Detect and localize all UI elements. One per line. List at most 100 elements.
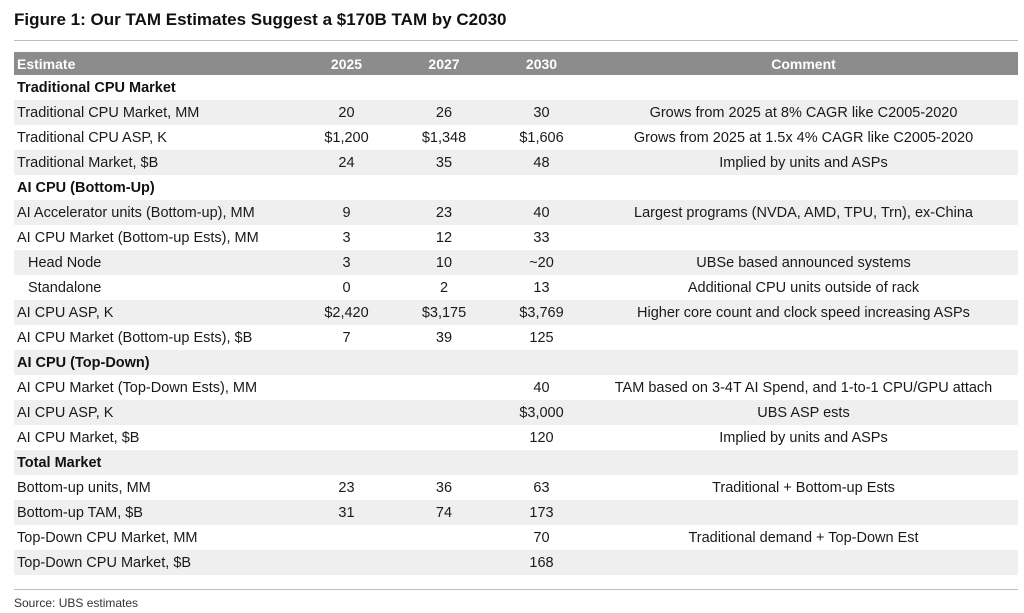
table-row: Top-Down CPU Market, MM 70 Traditional dem… [14, 525, 1018, 550]
section-heading: Total Market [17, 454, 102, 471]
estimate-cell: AI CPU Market (Top-Down Ests), MM [17, 379, 258, 396]
section-row: AI CPU (Bottom-Up) [14, 175, 1018, 200]
estimate-cell: Head Node [28, 254, 102, 271]
estimate-cell: AI CPU Market (Bottom-up Ests), $B [17, 329, 253, 346]
value-2025-cell: 3 [342, 229, 351, 246]
value-2025-cell [299, 400, 394, 425]
value-2030-cell: $3,000 [519, 404, 564, 421]
estimate-cell: AI CPU ASP, K [17, 404, 114, 421]
value-2025-cell: 20 [338, 104, 355, 121]
comment-cell: Traditional demand + Top-Down Est [688, 529, 919, 546]
table-row: AI CPU ASP, K $2,420 $3,175 $3,769 Higher co… [14, 300, 1018, 325]
section-row: AI CPU (Top-Down) [14, 350, 1018, 375]
comment-cell: TAM based on 3-4T AI Spend, and 1-to-1 C… [614, 379, 993, 396]
comment-cell [589, 500, 1018, 525]
estimate-cell: Traditional CPU ASP, K [17, 129, 167, 146]
comment-cell: Additional CPU units outside of rack [687, 279, 920, 296]
comment-cell [589, 325, 1018, 350]
value-2025-cell [299, 550, 394, 575]
section-heading: AI CPU (Bottom-Up) [17, 179, 155, 196]
header-comment: Comment [771, 55, 836, 72]
value-2027-cell [394, 425, 494, 450]
value-2030-cell: 120 [529, 429, 554, 446]
value-2030-cell: 173 [529, 504, 554, 521]
estimate-cell: Standalone [28, 279, 102, 296]
comment-cell: Implied by units and ASPs [719, 429, 888, 446]
table-row: Bottom-up units, MM 23 36 63 Traditional + B… [14, 475, 1018, 500]
comment-cell: Implied by units and ASPs [719, 154, 888, 171]
comment-cell [589, 225, 1018, 250]
table-row: AI Accelerator units (Bottom-up), MM 9 23 4… [14, 200, 1018, 225]
title-divider [14, 40, 1018, 41]
value-2025-cell [299, 425, 394, 450]
table-row: AI CPU Market, $B 120 Implied by units and… [14, 425, 1018, 450]
value-2027-cell: $1,348 [421, 129, 467, 146]
value-2025-cell: 7 [342, 329, 351, 346]
value-2027-cell: 23 [435, 204, 453, 221]
value-2027-cell: 10 [435, 254, 453, 271]
table-row: Traditional CPU ASP, K $1,200 $1,348 $1,606… [14, 125, 1018, 150]
estimate-cell: Top-Down CPU Market, $B [17, 554, 192, 571]
source-note: Source: UBS estimates [14, 596, 139, 610]
value-2025-cell: 23 [338, 479, 355, 496]
section-heading: AI CPU (Top-Down) [17, 354, 150, 371]
value-2025-cell: 31 [338, 504, 355, 521]
table-row: AI CPU Market (Bottom-up Ests), MM 3 12 33 [14, 225, 1018, 250]
table-row: Head Node 3 10 ~20 UBSe based announced syst… [14, 250, 1018, 275]
comment-cell: UBSe based announced systems [696, 254, 911, 271]
table-row: AI CPU ASP, K $3,000 UBS ASP ests [14, 400, 1018, 425]
table-row: AI CPU Market (Bottom-up Ests), $B 7 39 125 [14, 325, 1018, 350]
comment-cell: Grows from 2025 at 8% CAGR like C2005-20… [649, 104, 958, 121]
value-2030-cell: $1,606 [519, 129, 564, 146]
estimate-cell: AI CPU Market (Bottom-up Ests), MM [17, 229, 259, 246]
estimate-cell: Traditional CPU Market, MM [17, 104, 200, 121]
value-2027-cell [394, 525, 494, 550]
header-row: Estimate 2025 2027 2030 Comment [14, 52, 1018, 75]
value-2027-cell [394, 550, 494, 575]
value-2030-cell: 40 [533, 204, 550, 221]
value-2027-cell [394, 400, 494, 425]
table-row: Bottom-up TAM, $B 31 74 173 [14, 500, 1018, 525]
value-2025-cell: 9 [342, 204, 351, 221]
value-2027-cell: 39 [435, 329, 453, 346]
comment-cell: Grows from 2025 at 1.5x 4% CAGR like C20… [633, 129, 974, 146]
estimate-cell: Bottom-up TAM, $B [17, 504, 143, 521]
table-row: Standalone 0 2 13 Additional CPU units outsi… [14, 275, 1018, 300]
tam-estimates-table: Estimate 2025 2027 2030 Comment Traditio… [14, 52, 1018, 575]
value-2027-cell: 12 [435, 229, 453, 246]
value-2027-cell: 36 [435, 479, 453, 496]
section-heading: Traditional CPU Market [17, 79, 176, 96]
value-2025-cell: 24 [338, 154, 355, 171]
comment-cell: Higher core count and clock speed increa… [637, 304, 970, 321]
value-2027-cell: 35 [435, 154, 453, 171]
value-2030-cell: 30 [533, 104, 550, 121]
header-2025: 2025 [330, 55, 363, 72]
estimate-cell: Bottom-up units, MM [17, 479, 151, 496]
header-2030: 2030 [525, 55, 558, 72]
value-2027-cell: 2 [439, 279, 449, 296]
value-2030-cell: 40 [533, 379, 550, 396]
comment-cell [589, 550, 1018, 575]
value-2025-cell [299, 375, 394, 400]
comment-cell: Largest programs (NVDA, AMD, TPU, Trn), … [634, 204, 973, 221]
value-2030-cell: 125 [529, 329, 554, 346]
value-2027-cell: $3,175 [421, 304, 467, 321]
value-2030-cell: $3,769 [519, 304, 564, 321]
value-2030-cell: ~20 [529, 254, 554, 271]
section-row: Total Market [14, 450, 1018, 475]
estimate-cell: Traditional Market, $B [17, 154, 159, 171]
section-row: Traditional CPU Market [14, 75, 1018, 100]
figure-title: Figure 1: Our TAM Estimates Suggest a $1… [14, 10, 507, 29]
value-2027-cell: 74 [435, 504, 453, 521]
estimate-cell: AI CPU Market, $B [17, 429, 140, 446]
value-2030-cell: 70 [533, 529, 550, 546]
value-2027-cell: 26 [435, 104, 453, 121]
comment-cell: Traditional + Bottom-up Ests [712, 479, 895, 496]
table-row: Traditional Market, $B 24 35 48 Implied by u… [14, 150, 1018, 175]
table-row: Top-Down CPU Market, $B 168 [14, 550, 1018, 575]
header-2027: 2027 [428, 55, 460, 72]
value-2025-cell: 3 [342, 254, 351, 271]
value-2025-cell: 0 [342, 279, 351, 296]
footer-divider [14, 589, 1018, 590]
table-body: Traditional CPU Market Traditional CPU Ma… [14, 75, 1018, 575]
